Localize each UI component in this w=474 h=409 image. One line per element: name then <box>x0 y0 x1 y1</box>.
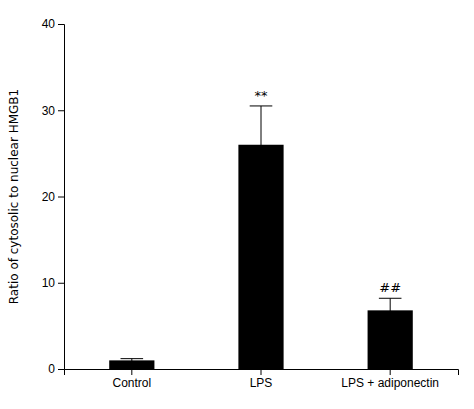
x-tick-label: LPS + adiponectin <box>341 376 439 390</box>
x-axis-line <box>65 370 459 376</box>
y-tick: 10 <box>42 276 64 290</box>
x-tick-mark <box>390 369 391 375</box>
y-tick-label: 30 <box>42 104 56 118</box>
y-axis-title: Ratio of cytosolic to nuclear HMGB1 <box>7 89 21 304</box>
y-axis-line <box>58 25 65 370</box>
x-tick: Control <box>112 369 151 390</box>
y-tick-mark <box>58 283 64 284</box>
x-tick: LPS + adiponectin <box>341 369 439 390</box>
error-bar <box>121 359 144 362</box>
y-tick-mark <box>58 110 64 111</box>
y-tick-mark <box>58 24 64 25</box>
y-tick-mark <box>58 369 64 370</box>
marks <box>109 106 413 369</box>
annotations: ** ## <box>255 88 402 295</box>
y-tick: 0 <box>48 362 64 376</box>
y-tick-label: 20 <box>42 190 56 204</box>
x-tick-label: LPS <box>250 376 273 390</box>
y-tick-label: 0 <box>48 362 55 376</box>
plot: 0 10 20 30 40 Control LPS LPS + adiponectin ** ## <box>42 17 459 389</box>
x-tick-label: Control <box>112 376 151 390</box>
chart: 0 10 20 30 40 Control LPS LPS + adiponectin ** ##… <box>0 0 474 409</box>
y-axis: 0 10 20 30 40 <box>42 17 65 376</box>
error-bar-line <box>379 298 402 322</box>
y-tick-label: 40 <box>42 17 56 31</box>
y-tick: 30 <box>42 104 64 118</box>
x-tick: LPS <box>250 369 273 390</box>
error-bar-line <box>250 106 273 184</box>
y-tick-mark <box>58 197 64 198</box>
error-bar <box>250 106 273 184</box>
annotation: ** <box>255 88 269 103</box>
x-axis: Control LPS LPS + adiponectin <box>65 369 459 390</box>
y-tick-label: 10 <box>42 276 56 290</box>
error-bar <box>379 298 402 322</box>
annotation: ## <box>379 280 401 295</box>
y-tick: 40 <box>42 17 64 31</box>
x-tick-mark <box>131 369 132 375</box>
y-tick: 20 <box>42 190 64 204</box>
error-bar-line <box>121 359 144 362</box>
x-tick-mark <box>261 369 262 375</box>
